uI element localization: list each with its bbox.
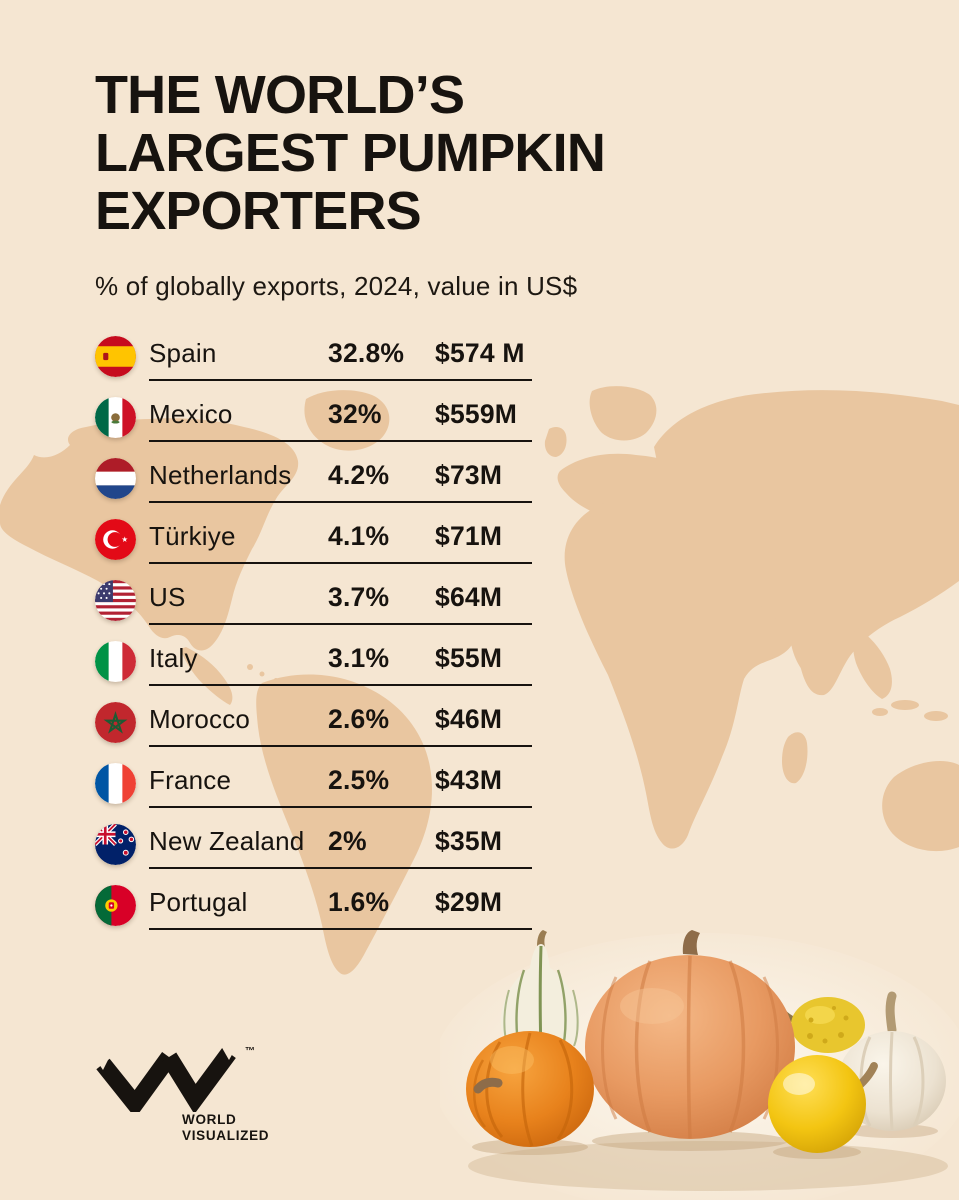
trademark-symbol: ™: [245, 1046, 255, 1057]
export-value: $559M: [435, 398, 518, 429]
export-value: $64M: [435, 581, 503, 612]
page-title: THE WORLD’S LARGEST PUMPKIN EXPORTERS: [95, 65, 606, 241]
table-row-content: Spain 32.8% $574 M: [149, 327, 532, 381]
flag-italy-icon: [95, 641, 136, 682]
table-row-content: France 2.5% $43M: [149, 754, 532, 808]
table-row: New Zealand 2% $35M: [95, 815, 532, 876]
table-row: Portugal 1.6% $29M: [95, 876, 532, 937]
table-row-content: Türkiye 4.1% $71M: [149, 510, 532, 564]
flag-spain-icon: [95, 336, 136, 377]
page-title-line: EXPORTERS: [95, 181, 422, 241]
map-southeast-asia: [853, 627, 892, 699]
country-label: Mexico: [149, 398, 233, 429]
export-value: $73M: [435, 459, 503, 490]
flag-france-icon: [95, 763, 136, 804]
export-value: $55M: [435, 642, 503, 673]
share-percent-value: 2.6%: [328, 703, 390, 734]
country-label: Netherlands: [149, 459, 292, 490]
table-row: Netherlands 4.2% $73M: [95, 449, 532, 510]
table-row-content: Italy 3.1% $55M: [149, 632, 532, 686]
flag-portugal-icon: [95, 885, 136, 926]
map-madagascar: [782, 732, 808, 784]
page-title-line: LARGEST PUMPKIN: [95, 123, 606, 183]
world-visualized-logo: ™ WORLD VISUALIZED: [95, 1046, 355, 1166]
table-row: Morocco 2.6% $46M: [95, 693, 532, 754]
logo-word: VISUALIZED: [182, 1127, 270, 1143]
map-japan: [939, 469, 949, 489]
wv-logo-icon: [95, 1048, 236, 1112]
map-south-america: [256, 674, 432, 975]
table-row: US 3.7% $64M: [95, 571, 532, 632]
share-percent-value: 3.1%: [328, 642, 390, 673]
table-row-content: Portugal 1.6% $29M: [149, 876, 532, 930]
country-label: Spain: [149, 337, 217, 368]
map-united-kingdom: [544, 427, 567, 457]
share-percent-value: 2%: [328, 825, 367, 856]
logo-word: WORLD: [182, 1112, 237, 1127]
page-title-line: THE WORLD’S: [95, 65, 465, 125]
small-orange-pumpkin: [466, 1031, 594, 1147]
flag-morocco-icon: [95, 702, 136, 743]
map-india: [789, 599, 829, 677]
map-scandinavia: [589, 386, 657, 441]
share-percent-value: 1.6%: [328, 886, 390, 917]
flag-netherlands-icon: [95, 458, 136, 499]
country-label: US: [149, 581, 186, 612]
export-value: $35M: [435, 825, 503, 856]
export-value: $71M: [435, 520, 503, 551]
share-percent-value: 32.8%: [328, 337, 405, 368]
table-row-content: New Zealand 2% $35M: [149, 815, 532, 869]
share-percent-value: 4.2%: [328, 459, 390, 490]
country-label: Italy: [149, 642, 198, 673]
table-row: Mexico 32% $559M: [95, 388, 532, 449]
table-row-content: Morocco 2.6% $46M: [149, 693, 532, 747]
country-label: Portugal: [149, 886, 248, 917]
pumpkins-photo: [440, 930, 959, 1200]
flag-mexico-icon: [95, 397, 136, 438]
country-label: France: [149, 764, 232, 795]
map-island: [247, 664, 253, 670]
share-percent-value: 2.5%: [328, 764, 390, 795]
table-row: Spain 32.8% $574 M: [95, 327, 532, 388]
ground-shadow: [468, 1141, 948, 1191]
share-percent-value: 32%: [328, 398, 382, 429]
map-australia: [882, 761, 959, 852]
country-label: Morocco: [149, 703, 251, 734]
flag-new-zealand-icon: [95, 824, 136, 865]
table-row: Italy 3.1% $55M: [95, 632, 532, 693]
table-row-content: Mexico 32% $559M: [149, 388, 532, 442]
map-asia: [654, 390, 959, 696]
yellow-round-gourd: [768, 1055, 878, 1153]
world-map-silhouette: [0, 386, 959, 975]
table-row: France 2.5% $43M: [95, 754, 532, 815]
map-island: [872, 708, 888, 716]
export-value: $29M: [435, 886, 503, 917]
export-value: $46M: [435, 703, 503, 734]
logo-wordmark: WORLD VISUALIZED: [182, 1112, 269, 1143]
map-central-america: [180, 647, 233, 705]
map-greenland: [304, 390, 390, 451]
share-percent-value: 3.7%: [328, 581, 390, 612]
table-row-content: US 3.7% $64M: [149, 571, 532, 625]
map-north-america: [0, 418, 299, 651]
export-value: $574 M: [435, 337, 525, 368]
subtitle: % of globally exports, 2024, value in US…: [95, 271, 578, 301]
map-island: [259, 671, 265, 677]
flag-us-icon: [95, 580, 136, 621]
map-island: [891, 700, 919, 710]
export-value: $43M: [435, 764, 503, 795]
exporters-list: Spain 32.8% $574 M Mexico 32% $559M Neth…: [95, 327, 532, 937]
table-row: Türkiye 4.1% $71M: [95, 510, 532, 571]
flag-turkiye-icon: [95, 519, 136, 560]
share-percent-value: 4.1%: [328, 520, 390, 551]
contact-shadow: [592, 1131, 788, 1151]
map-japan: [924, 491, 938, 519]
country-label: New Zealand: [149, 825, 305, 856]
country-label: Türkiye: [149, 520, 236, 551]
table-row-content: Netherlands 4.2% $73M: [149, 449, 532, 503]
map-island: [924, 711, 948, 721]
